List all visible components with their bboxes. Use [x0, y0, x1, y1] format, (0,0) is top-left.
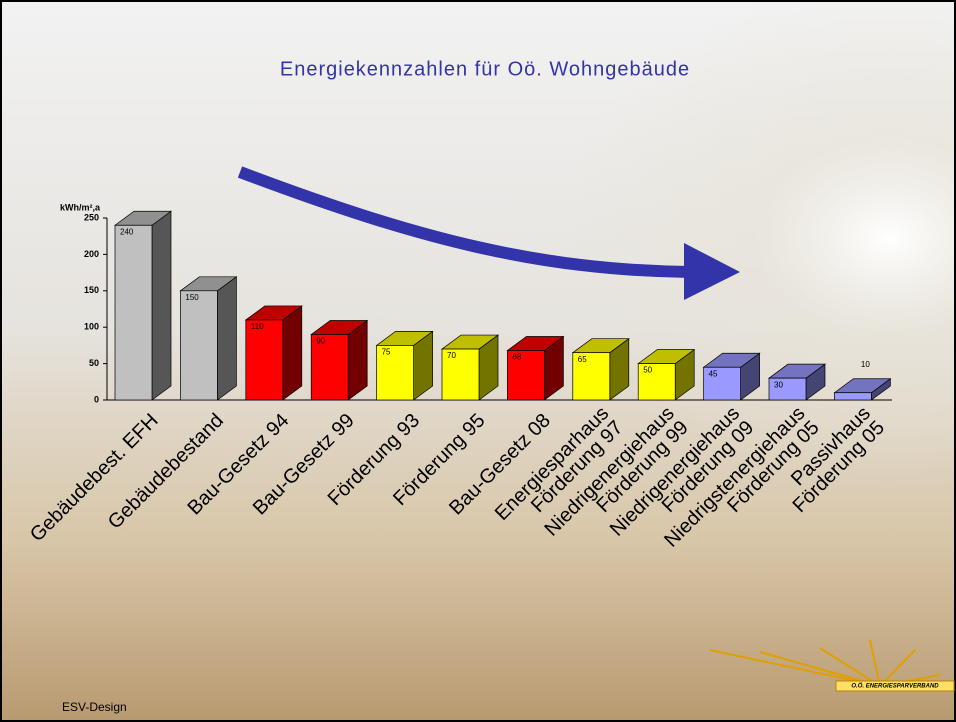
y-tick-label: 250 — [84, 212, 99, 222]
value-label: 110 — [251, 322, 264, 331]
value-label: 150 — [185, 293, 199, 302]
logo-text: O.Ö. ENERGIESPARVERBAND — [851, 683, 939, 690]
value-label: 10 — [861, 360, 870, 369]
y-tick-label: 100 — [84, 322, 99, 332]
y-tick-label: 50 — [89, 358, 99, 368]
y-tick-label: 200 — [84, 249, 99, 259]
bar — [834, 393, 871, 400]
value-label: 70 — [447, 351, 456, 360]
bar — [246, 320, 283, 400]
value-label: 50 — [643, 366, 652, 375]
value-label: 45 — [709, 369, 718, 378]
value-label: 90 — [316, 337, 325, 346]
value-label: 30 — [774, 380, 783, 389]
bar-side — [283, 306, 302, 400]
y-tick-label: 0 — [94, 394, 99, 404]
bar — [115, 225, 152, 400]
bar — [180, 291, 217, 400]
footer: ESV-Design — [62, 700, 127, 714]
value-label: 68 — [512, 353, 521, 362]
y-tick-label: 150 — [84, 285, 99, 295]
chart-title: Energiekennzahlen für Oö. Wohngebäude — [280, 58, 690, 80]
value-label: 240 — [120, 227, 134, 236]
bar-side — [217, 277, 236, 400]
slide: Energiekennzahlen für Oö. Wohngebäude kW… — [0, 0, 956, 722]
bar-side — [152, 211, 171, 400]
value-label: 75 — [382, 348, 391, 357]
y-axis-label: kWh/m²,a — [60, 202, 101, 212]
value-label: 65 — [578, 355, 587, 364]
